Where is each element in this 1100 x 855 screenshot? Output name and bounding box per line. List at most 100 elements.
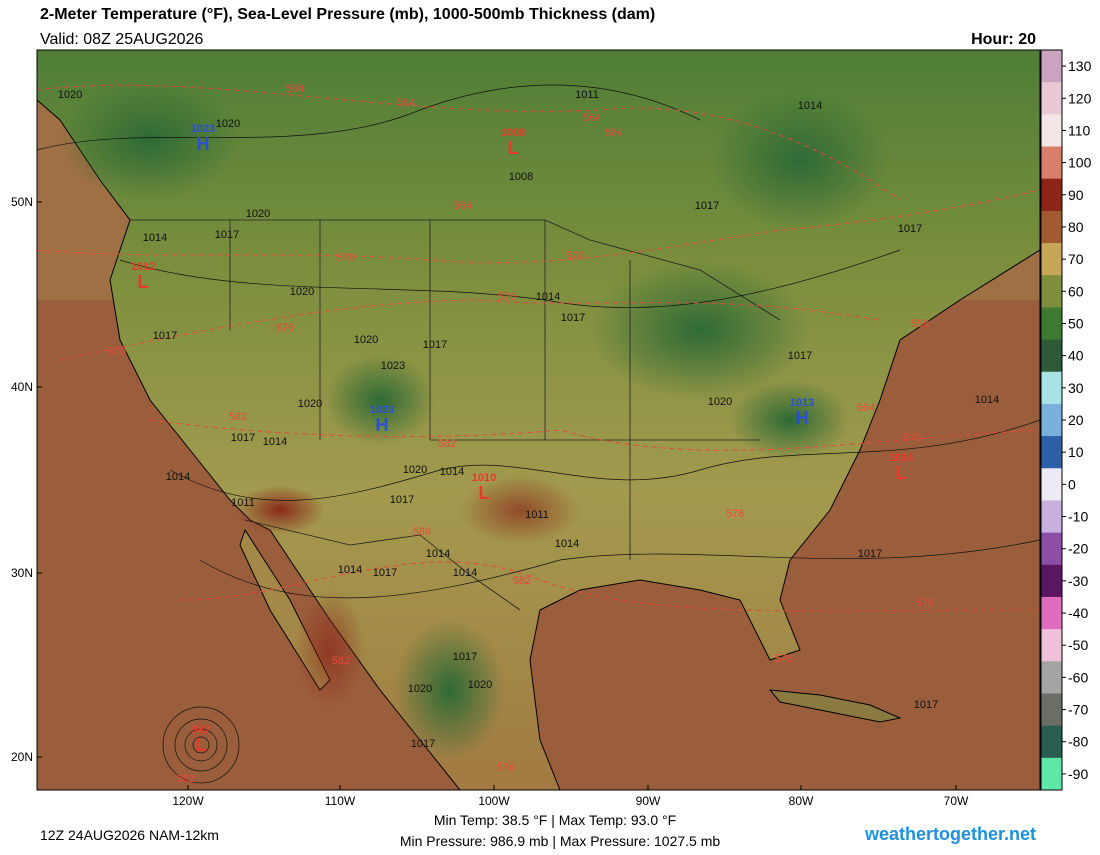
colorbar-label: 30 [1068,380,1084,396]
colorbar-label: 40 [1068,348,1084,364]
colorbar-segment [1041,532,1062,566]
thickness-label: 576 [916,597,934,609]
center-value: 1010 [472,472,496,484]
model-run: 12Z 24AUG2026 NAM-12km [40,827,219,843]
isobar-label: 1017 [153,330,177,342]
colorbar-label: 20 [1068,412,1084,428]
lat-label: 40N [11,380,33,394]
map-frame [36,49,1041,791]
colorbar-segment [1041,146,1062,180]
isobar-label: 1020 [298,398,322,410]
isobar-label: 1017 [423,339,447,351]
center-value: 1023 [191,123,215,135]
center-letter: L [196,735,207,755]
colorbar-label: 90 [1068,187,1084,203]
axes: 50N 40N 30N 20N 120W 110W 100W 90W 80W 70W [11,195,969,808]
colorbar-segment [1041,82,1062,115]
center-letter: L [508,138,519,158]
shade [295,590,365,710]
isobar-label: 1011 [231,497,255,509]
center-value: 1023 [370,404,394,416]
colorbar-segment [1041,661,1062,694]
isobar-label: 1014 [453,567,477,579]
colorbar-label: -10 [1068,509,1088,525]
isobar-label: 1014 [555,538,579,550]
center-value: 1008 [501,127,525,139]
isobar-label: 1014 [263,436,287,448]
lon-label: 90W [636,794,661,808]
center-letter: H [197,134,210,154]
colorbar-segment [1041,210,1062,244]
center-value: 987 [192,724,210,736]
thickness-label: 564 [857,402,875,414]
isobar-label: 1014 [440,466,464,478]
title: 2-Meter Temperature (°F), Sea-Level Pres… [40,6,655,23]
colorbar-label: 10 [1068,444,1084,460]
center-value: 1013 [790,397,814,409]
shade [235,485,325,535]
thickness-label: 582 [229,411,247,423]
lon-label: 80W [789,794,814,808]
isobar-label: 1017 [695,200,719,212]
isobar-label: 1020 [408,683,432,695]
colorbar-label: -30 [1068,573,1088,589]
isobar-label: 1017 [858,548,882,560]
pressure-range: Min Pressure: 986.9 mb | Max Pressure: 1… [400,833,721,849]
colorbar-segment [1041,725,1062,759]
isobar-label: 1014 [143,232,167,244]
thickness-label: 564 [454,200,472,212]
thickness-label: 570 [337,252,355,264]
isobar-label: 1014 [338,564,362,576]
isobar-label: 1017 [914,699,938,711]
isobar-label: 1023 [381,360,405,372]
isobar-label: 1020 [58,89,82,101]
isobar-label: 1017 [215,229,239,241]
isobar-label: 1008 [509,171,533,183]
thickness-label: 582 [177,773,195,785]
thickness-label: 564 [583,112,601,124]
isobar-label: 1017 [453,651,477,663]
colorbar-segment [1041,178,1062,212]
temp-range: Min Temp: 38.5 °F | Max Temp: 93.0 °F [434,812,676,828]
colorbar-label: 50 [1068,315,1084,331]
shade [325,355,435,445]
borders [130,219,781,611]
isobar-label: 1020 [290,286,314,298]
valid-time: Valid: 08Z 25AUG2026 [40,31,203,48]
isobar-label: 1020 [246,208,270,220]
thickness-label: 582 [513,575,531,587]
colorbar-label: -90 [1068,766,1088,782]
isobar-label: 1014 [536,291,560,303]
center-letter: L [479,483,490,503]
isobars [37,84,1040,784]
isobar-label: 1020 [403,464,427,476]
colorbar-segment [1041,307,1062,341]
lat-label: 30N [11,566,33,580]
thickness-label: 564 [605,127,623,139]
isobar-label: 1014 [975,394,999,406]
colorbar-label: -50 [1068,637,1088,653]
isobar-label: 1020 [216,118,240,130]
shade [395,620,505,760]
colorbar-segment [1041,629,1062,662]
colorbar-segment [1041,403,1062,437]
colorbar-segment [1041,757,1062,791]
shade [710,90,890,230]
colorbar-label: 100 [1068,155,1092,171]
colorbar-segment [1041,114,1062,148]
isobar-label: 1011 [525,509,549,521]
colorbar-label: 110 [1068,122,1091,138]
lat-label: 20N [11,750,33,764]
colorbar-label: -60 [1068,669,1088,685]
isobar-label: 1014 [798,100,822,112]
shade [590,260,810,400]
isobar-label: 1017 [373,567,397,579]
site-credit: weathertogether.net [864,824,1036,844]
lon-label: 100W [478,794,510,808]
colorbar-segment [1041,50,1062,83]
colorbar-segment [1041,596,1062,630]
isobar-label: 1017 [231,432,255,444]
center-letter: L [896,463,907,483]
lon-label: 70W [944,794,969,808]
colorbar-segment [1041,693,1062,727]
